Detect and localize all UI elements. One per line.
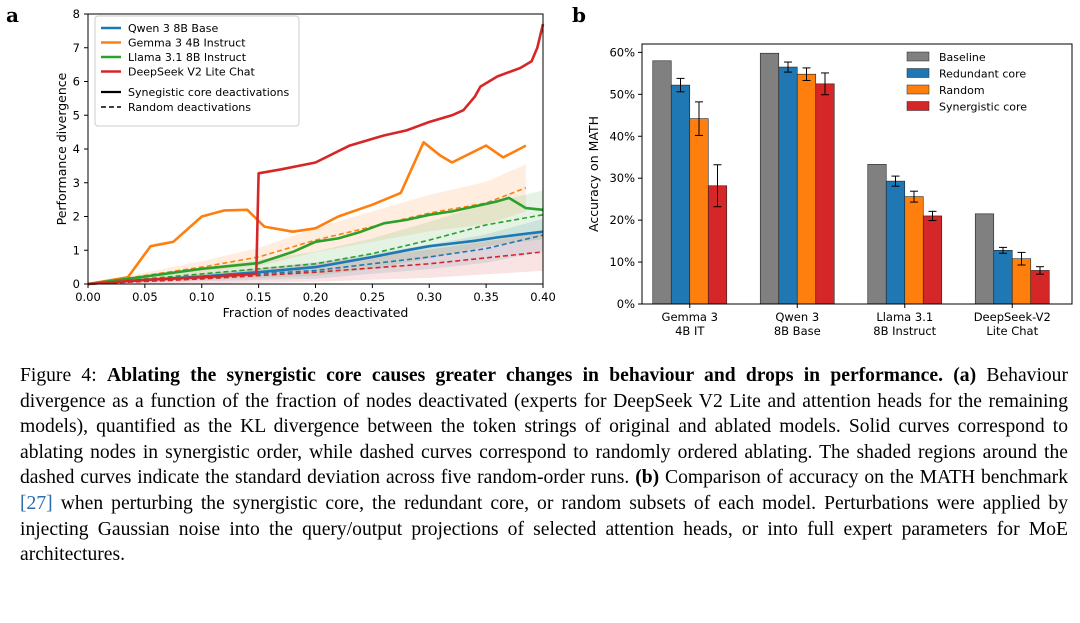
figure-label: Figure 4: <box>20 365 97 386</box>
x-tick-label: 0.00 <box>75 290 101 304</box>
x-tick-label-line: DeepSeek-V2 <box>974 310 1051 324</box>
x-tick-label: 0.30 <box>416 290 442 304</box>
y-tick-label: 8 <box>73 7 80 21</box>
y-tick-label: 50% <box>609 87 635 101</box>
legend-swatch-baseline <box>906 51 930 62</box>
x-axis-label: Fraction of nodes deactivated <box>223 305 409 320</box>
bar-baseline <box>867 164 887 305</box>
legend-swatch-redundant-core <box>906 68 930 78</box>
std-band-deepseek-v2-lite-chat <box>88 233 543 284</box>
citation-link[interactable]: [27] <box>20 492 53 514</box>
caption-title: Ablating the synergistic core causes gre… <box>106 365 943 386</box>
y-tick-label: 30% <box>609 171 635 185</box>
bar-random <box>904 196 924 305</box>
caption-b-text-2: when perturbing the synergistic core, th… <box>20 492 1069 566</box>
random-line-deepseek-v2-lite-chat <box>87 251 544 285</box>
figure-caption: Figure 4: Ablating the synergistic core … <box>20 363 1068 568</box>
std-band-llama-3-1-8b-instruct <box>88 190 543 284</box>
std-band-gemma-3-4b-instruct <box>88 164 526 284</box>
caption-b-label: (b) <box>635 467 660 489</box>
x-tick-label-line: 4B IT <box>675 324 705 338</box>
legend-swatch-synergistic-core <box>906 101 930 111</box>
x-tick-label: 0.05 <box>132 290 158 304</box>
x-tick-label-line: 8B Instruct <box>873 324 936 338</box>
caption-a-text: Behaviour divergence as a function of th… <box>20 365 1069 489</box>
legend-label-gemma-3-4b-instruct: Gemma 3 4B Instruct <box>128 37 246 50</box>
legend-label-deepseek-v2-lite-chat: DeepSeek V2 Lite Chat <box>128 66 256 79</box>
x-tick-label: 0.10 <box>189 290 215 304</box>
bar-baseline <box>974 213 995 305</box>
y-axis-label: Performance divergence <box>54 72 69 225</box>
caption-b-text-1: Comparison of accuracy on the MATH bench… <box>665 467 1068 489</box>
bar-redundant-core <box>670 84 691 305</box>
x-tick-label: Gemma 3 4B IT <box>662 310 718 338</box>
bar-random <box>689 118 709 305</box>
bar-synergistic-core <box>922 215 943 305</box>
legend-label-dashed: Random deactivations <box>128 101 251 114</box>
y-tick-label: 5 <box>73 108 80 122</box>
legend-label-qwen-3-8b-base: Qwen 3 8B Base <box>128 22 218 35</box>
bar-random <box>1011 258 1032 305</box>
accuracy-bar-chart: b 0% 10% 20% 30% 40% 50% 60% Gemma 3 4B IT Qwen 3… <box>572 3 1073 338</box>
bar-baseline <box>652 60 672 305</box>
y-tick-label: 20% <box>609 213 635 227</box>
legend-label-redundant-core: Redundant core <box>939 68 1026 81</box>
x-tick-label-line: Qwen 3 <box>775 310 819 324</box>
x-tick-label-line: Llama 3.1 <box>876 310 933 324</box>
x-tick-label: 0.20 <box>303 290 329 304</box>
legend-swatch-random <box>906 84 930 95</box>
y-tick-label: 2 <box>73 210 80 224</box>
random-line-qwen-3-8b-base <box>87 234 544 285</box>
caption-a-label: (a) <box>953 365 977 386</box>
x-tick-label: Llama 3.1 8B Instruct <box>873 310 936 338</box>
y-tick-label: 40% <box>609 129 635 143</box>
legend-label-synergistic-core: Synergistic core <box>939 101 1027 114</box>
random-line-gemma-3-4b-instruct <box>87 187 527 285</box>
synergistic-line-deepseek-v2-lite-chat <box>87 23 545 286</box>
x-tick-label-line: Lite Chat <box>986 324 1038 338</box>
y-tick-label: 0 <box>73 277 80 291</box>
legend-label-random: Random <box>939 84 985 97</box>
legend-label-llama-3-1-8b-instruct: Llama 3.1 8B Instruct <box>128 51 247 64</box>
panel-letter-b: b <box>572 3 586 27</box>
y-tick-label: 4 <box>73 142 80 156</box>
x-tick-label-line: Gemma 3 <box>662 310 718 324</box>
y-tick-label: 0% <box>617 297 635 311</box>
plot-frame <box>641 43 1073 305</box>
x-tick-label: 0.35 <box>473 290 499 304</box>
std-band-qwen-3-8b-base <box>88 218 543 284</box>
random-line-llama-3-1-8b-instruct <box>87 214 544 285</box>
legend-label-baseline: Baseline <box>939 51 986 64</box>
synergistic-line-gemma-3-4b-instruct <box>87 141 527 286</box>
bar-redundant-core <box>885 180 906 305</box>
y-tick-label: 10% <box>609 255 635 269</box>
panel-a: a 0.00 0.05 0.10 0.15 0.20 0.25 0.30 0.35 0.40 0 1… <box>0 0 560 345</box>
bar-redundant-core <box>993 250 1013 305</box>
bar-random <box>796 73 817 305</box>
legend-label-solid: Synegistic core deactivations <box>128 86 289 99</box>
synergistic-line-llama-3-1-8b-instruct <box>87 196 544 286</box>
y-tick-label: 7 <box>73 41 80 55</box>
x-tick-label: Qwen 3 8B Base <box>774 310 821 338</box>
x-tick-label: 0.40 <box>530 290 556 304</box>
x-tick-label: 0.15 <box>246 290 272 304</box>
x-tick-label-line: 8B Base <box>774 324 821 338</box>
y-axis-label: Accuracy on MATH <box>586 116 601 232</box>
bar-synergistic-core <box>1030 270 1050 305</box>
panel-b: b 0% 10% 20% 30% 40% 50% 60% Gemma 3 4B IT Qwen 3… <box>560 0 1080 345</box>
x-tick-label: DeepSeek-V2 Lite Chat <box>974 310 1051 338</box>
divergence-line-chart: a 0.00 0.05 0.10 0.15 0.20 0.25 0.30 0.35 0.40 0 1… <box>6 3 556 320</box>
panel-letter-a: a <box>6 3 19 27</box>
y-tick-label: 60% <box>609 45 635 59</box>
bar-baseline <box>759 52 780 305</box>
bar-redundant-core <box>778 66 798 305</box>
bar-synergistic-core <box>815 83 835 305</box>
legend-box <box>94 15 300 127</box>
y-tick-label: 3 <box>73 176 80 190</box>
y-tick-label: 6 <box>73 75 80 89</box>
x-tick-label: 0.25 <box>360 290 386 304</box>
y-tick-label: 1 <box>73 243 80 257</box>
